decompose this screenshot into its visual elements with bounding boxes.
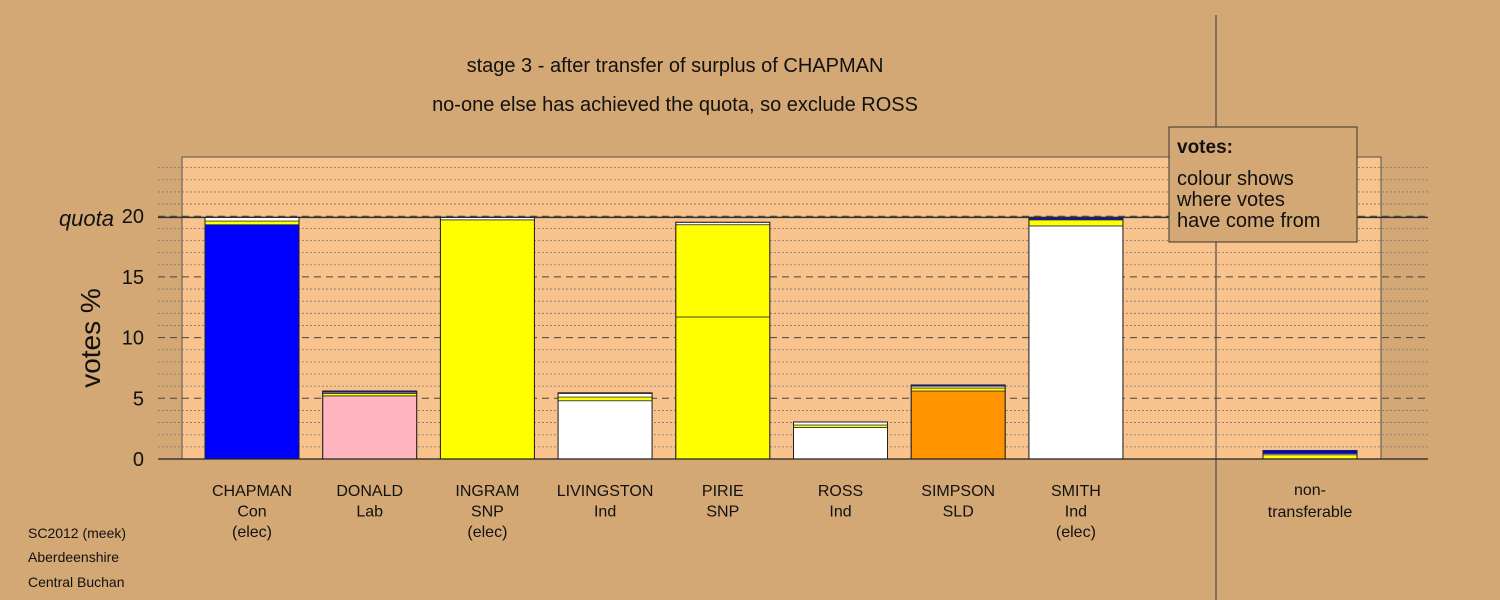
bar-livingston xyxy=(557,392,653,460)
candidate-party: SNP xyxy=(706,504,739,521)
legend-line: where votes xyxy=(1176,189,1285,211)
nontransferable-label: transferable xyxy=(1268,504,1353,521)
bar-segment xyxy=(204,217,300,222)
chart-subtitle: no-one else has achieved the quota, so e… xyxy=(432,94,918,116)
candidate-name: SIMPSON xyxy=(921,483,995,500)
candidate-name: INGRAM xyxy=(455,483,519,500)
candidate-party: Ind xyxy=(1065,504,1087,521)
candidate-name: SMITH xyxy=(1051,483,1101,500)
bar-ingram xyxy=(439,216,535,460)
footer-region: Aberdeenshire xyxy=(28,549,119,565)
bar-segment xyxy=(910,390,1006,460)
legend-line: colour shows xyxy=(1177,168,1294,190)
bar-segment xyxy=(1028,225,1124,460)
nontransferable-label: non- xyxy=(1294,482,1326,499)
bar-segment xyxy=(557,396,653,402)
candidate-party: SLD xyxy=(943,504,974,521)
candidate-name: CHAPMAN xyxy=(212,483,292,500)
bar-segment xyxy=(675,224,771,318)
footer-source: SC2012 (meek) xyxy=(28,525,126,541)
legend-line: have come from xyxy=(1177,210,1320,232)
chart-title: stage 3 - after transfer of surplus of C… xyxy=(467,55,884,77)
y-tick-label: 20 xyxy=(122,206,144,228)
bar-smith xyxy=(1028,217,1124,460)
candidate-status: (elec) xyxy=(1056,524,1096,541)
bar-segment xyxy=(204,224,300,460)
bar-pirie xyxy=(675,221,771,460)
candidate-party: Ind xyxy=(594,504,616,521)
axes: 0 5 10 15 20 xyxy=(122,206,1428,471)
legend: votes: colour shows where votes have com… xyxy=(1168,126,1358,243)
bar-segment xyxy=(1028,219,1124,227)
candidate-status: (elec) xyxy=(232,524,272,541)
candidate-party: SNP xyxy=(471,504,504,521)
candidate-party: Ind xyxy=(829,504,851,521)
bar-nontransferable xyxy=(1262,450,1358,460)
bar-simpson xyxy=(910,384,1006,460)
bar-segment xyxy=(557,400,653,460)
candidate-name: ROSS xyxy=(818,483,863,500)
bar-segment xyxy=(322,395,418,460)
bar-ross xyxy=(793,421,888,460)
candidate-name: DONALD xyxy=(336,483,403,500)
quota-label: quota xyxy=(59,206,114,231)
bar-chapman xyxy=(204,216,300,460)
bar-segment xyxy=(910,387,1006,392)
bars xyxy=(204,216,1358,460)
footer-ward: Central Buchan xyxy=(28,574,125,590)
y-tick-label: 10 xyxy=(122,328,144,350)
legend-title: votes: xyxy=(1177,137,1233,158)
y-axis-label: votes % xyxy=(75,288,106,388)
bar-segment xyxy=(557,393,653,398)
bar-segment xyxy=(204,220,300,226)
candidate-party: Lab xyxy=(356,504,383,521)
candidate-labels: CHAPMAN Con (elec) DONALD Lab INGRAM SNP (elec)… xyxy=(212,483,1101,541)
bar-segment xyxy=(793,427,888,460)
bar-donald xyxy=(322,390,418,460)
candidate-name: PIRIE xyxy=(702,483,744,500)
bar-segment xyxy=(439,219,535,460)
candidate-name: LIVINGSTON xyxy=(557,483,654,500)
y-tick-label: 15 xyxy=(122,267,144,289)
bar-segment xyxy=(675,316,771,460)
legend-box xyxy=(1168,126,1358,243)
y-tick-label: 0 xyxy=(133,449,144,471)
candidate-party: Con xyxy=(237,504,266,521)
y-tick-label: 5 xyxy=(133,388,144,410)
candidate-status: (elec) xyxy=(467,524,507,541)
